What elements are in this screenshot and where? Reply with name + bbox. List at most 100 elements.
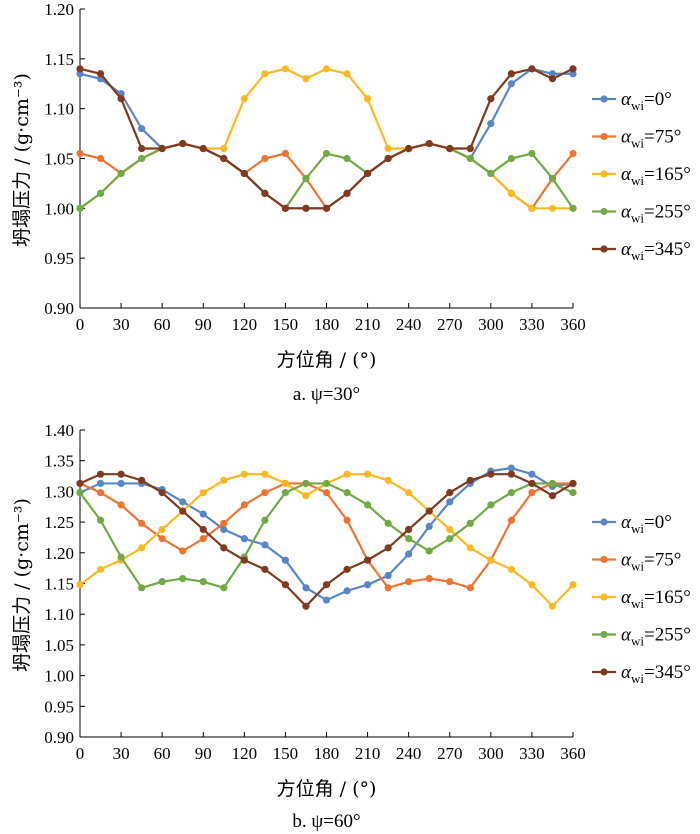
series-4: [76, 65, 577, 212]
y-tick-label: 1.15: [44, 50, 74, 69]
data-point: [322, 479, 331, 488]
data-point: [446, 144, 454, 153]
legend-label: αwi=345°: [621, 662, 691, 686]
data-point: [548, 602, 557, 610]
y-tick-label: 0.90: [44, 299, 74, 318]
data-point: [138, 544, 146, 552]
data-point: [138, 144, 146, 153]
data-point: [507, 80, 515, 88]
data-point: [466, 544, 474, 552]
data-point: [302, 75, 310, 83]
data-point: [363, 501, 372, 509]
x-tick-label: 90: [195, 315, 212, 334]
data-point: [466, 154, 474, 163]
data-point: [220, 544, 228, 552]
data-point: [261, 541, 269, 549]
x-tick-label: 330: [519, 744, 545, 763]
data-point: [384, 144, 392, 153]
data-point: [281, 479, 290, 488]
data-point: [261, 189, 269, 197]
legend-swatch-marker: [600, 170, 608, 178]
y-axis-title: 坍塌压力 / (g·cm⁻³): [11, 73, 33, 247]
data-point: [138, 125, 146, 133]
x-tick-label: 150: [273, 315, 299, 334]
legend-swatch-marker: [600, 518, 608, 526]
data-point: [261, 470, 269, 478]
x-tick-label: 330: [519, 315, 545, 334]
data-point: [384, 476, 392, 484]
data-point: [96, 489, 105, 497]
data-point: [405, 535, 413, 543]
legend-swatch-marker: [600, 245, 608, 253]
data-point: [158, 144, 166, 153]
y-tick-label: 1.25: [44, 513, 74, 532]
data-point: [507, 464, 515, 472]
data-point: [138, 154, 146, 163]
y-tick-label: 1.00: [44, 199, 74, 218]
y-tick-labels: 0.90 0.95 1.00 1.05 1.10 1.15 1.20 1.25 1.30 1.35…: [44, 421, 85, 747]
data-point: [76, 70, 84, 78]
data-point: [507, 565, 515, 573]
data-point: [528, 479, 536, 488]
y-tick-label: 0.95: [44, 249, 74, 268]
data-point: [507, 470, 515, 478]
data-point: [76, 149, 84, 158]
y-tick-label: 1.20: [44, 544, 74, 563]
x-tick-label: 180: [314, 744, 340, 763]
x-tick-label: 150: [273, 744, 299, 763]
legend-swatch-marker: [600, 95, 608, 103]
legend-swatch-marker: [600, 668, 608, 676]
data-point: [466, 519, 474, 527]
data-point: [240, 556, 248, 564]
data-point: [199, 535, 207, 543]
legend-item: αwi=255°: [592, 625, 691, 649]
data-point: [487, 556, 495, 564]
data-point: [343, 70, 351, 78]
data-point: [117, 95, 125, 103]
data-point: [548, 204, 557, 212]
x-tick-label: 60: [154, 744, 171, 763]
series-1: [76, 479, 577, 592]
x-axis-title: 方位角 / (°): [277, 778, 377, 800]
x-tick-label: 90: [195, 744, 212, 763]
legend: αwi=0° αwi=75° αwi=165° αwi=255° αwi=345°: [592, 89, 691, 263]
data-point: [343, 154, 351, 163]
data-point: [363, 470, 372, 478]
data-point: [117, 479, 125, 488]
x-tick-label: 210: [355, 315, 381, 334]
data-point: [220, 154, 228, 163]
data-point: [322, 204, 331, 212]
y-tick-label: 1.00: [44, 667, 74, 686]
data-point: [569, 70, 577, 78]
data-point: [261, 516, 269, 524]
data-point: [302, 174, 310, 183]
data-point: [240, 169, 248, 178]
data-point: [220, 525, 228, 534]
series-3: [76, 479, 577, 592]
data-point: [446, 535, 454, 543]
series-4: [76, 470, 577, 610]
y-tick-label: 1.15: [44, 575, 74, 594]
data-point: [528, 204, 536, 212]
legend-label: αwi=345°: [621, 239, 691, 263]
y-tick-label: 1.05: [44, 636, 74, 655]
legend-label: αwi=165°: [621, 164, 691, 188]
legend-label: αwi=255°: [621, 625, 691, 649]
data-point: [76, 581, 84, 589]
y-tick-label: 0.90: [44, 728, 74, 747]
x-tick-label: 240: [396, 744, 422, 763]
y-tick-label: 1.30: [44, 482, 74, 501]
panel-caption: a. ψ=30°: [293, 384, 360, 405]
x-tick-label: 60: [154, 315, 171, 334]
data-point: [446, 525, 454, 534]
data-point: [363, 556, 372, 564]
data-point: [96, 479, 105, 488]
data-point: [220, 519, 228, 527]
data-point: [528, 470, 536, 478]
data-point: [507, 70, 515, 78]
data-point: [96, 189, 105, 197]
data-point: [158, 489, 166, 497]
x-tick-label: 270: [437, 315, 463, 334]
y-axis-title: 坍塌压力 / (g·cm⁻³): [11, 498, 33, 672]
data-point: [343, 489, 351, 497]
